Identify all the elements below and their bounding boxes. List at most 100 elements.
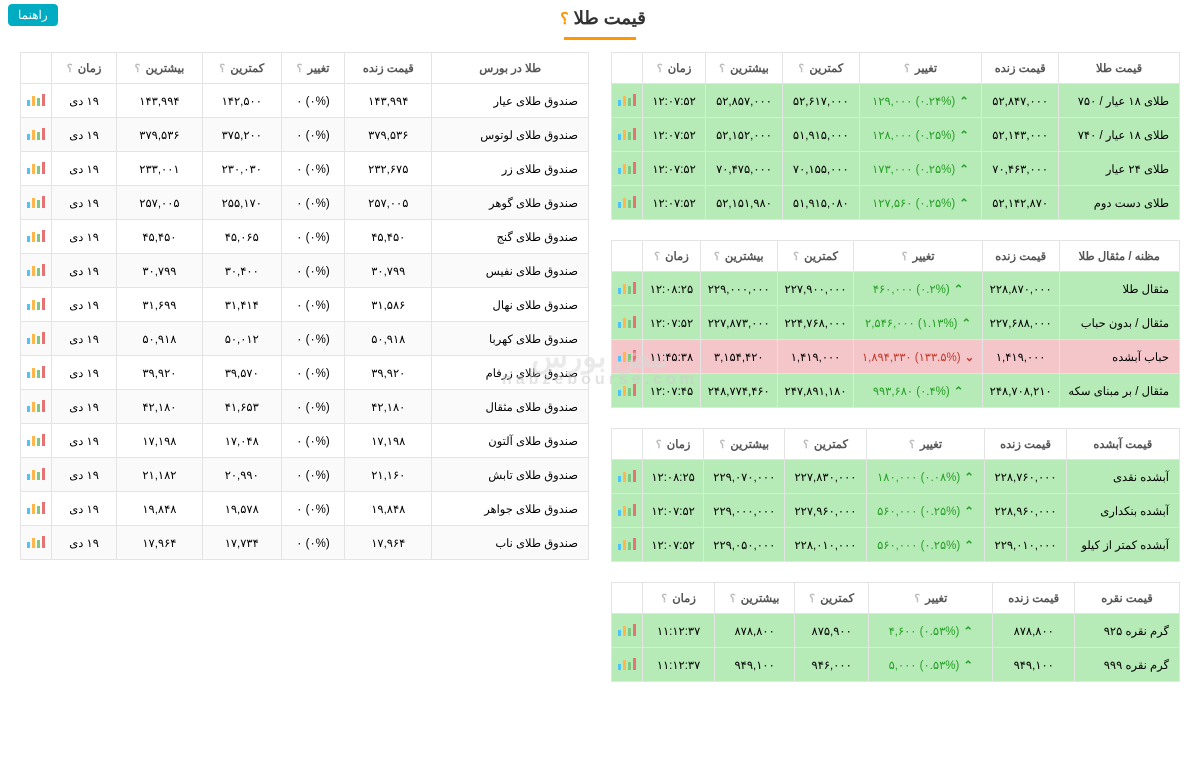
chart-icon[interactable] (27, 398, 45, 412)
chart-icon[interactable] (618, 280, 636, 294)
table-row[interactable]: گرم نقره ۹۲۵۸۷۸,۸۰۰(۰.۵۳%) ۴,۶۰۰۸۷۵,۹۰۰۸… (612, 614, 1180, 648)
table-row[interactable]: حباب آبشده۱,۴۱۹,۰۰۰(۱۳۳.۵%) ۱,۸۹۴,۳۳۰۱,۴… (612, 340, 1180, 374)
chart-icon[interactable] (618, 314, 636, 328)
chart-icon[interactable] (27, 228, 45, 242)
cell-chart (21, 220, 52, 254)
table-row[interactable]: صندوق طلای ناب۱۷,۹۶۴(۰%) ۰۱۷,۷۳۴۱۷,۹۶۴۱۹… (21, 526, 589, 560)
chart-icon[interactable] (618, 656, 636, 670)
table-row[interactable]: صندوق طلای لوتوس۳۷۹,۵۳۶(۰%) ۰۳۷۵,۲۰۰۳۷۹,… (21, 118, 589, 152)
col-price: قیمت زنده (993, 583, 1075, 614)
table-row[interactable]: طلای ۱۸ عیار / ۷۵۰۵۲,۸۴۷,۰۰۰(۰.۲۴%) ۱۲۹,… (612, 84, 1180, 118)
cell-price: ۴۵,۴۵۰ (345, 220, 432, 254)
chart-icon[interactable] (27, 466, 45, 480)
table-row[interactable]: صندوق طلای جواهر۱۹,۸۴۸(۰%) ۰۱۹,۵۷۸۱۹,۸۴۸… (21, 492, 589, 526)
chart-icon[interactable] (27, 126, 45, 140)
chart-icon[interactable] (27, 194, 45, 208)
help-icon[interactable]: ؟ (719, 63, 725, 75)
help-icon[interactable]: ؟ (793, 251, 799, 263)
help-icon[interactable]: ؟ (904, 63, 910, 75)
table-row[interactable]: صندوق طلای کهربا۵۰,۹۱۸(۰%) ۰۵۰,۰۱۲۵۰,۹۱۸… (21, 322, 589, 356)
col-high: بیشترین ؟ (715, 583, 795, 614)
chart-icon[interactable] (618, 92, 636, 106)
chart-icon[interactable] (27, 92, 45, 106)
cell-name: صندوق طلای کهربا (432, 322, 589, 356)
chart-icon[interactable] (27, 330, 45, 344)
table-row[interactable]: صندوق طلای عیار۱۴۳,۹۹۴(۰%) ۰۱۴۲,۵۰۰۱۴۳,۹… (21, 84, 589, 118)
chart-icon[interactable] (27, 160, 45, 174)
table-row[interactable]: مثقال / بدون حباب۲۲۷,۶۸۸,۰۰۰(۱.۱۳%) ۲,۵۴… (612, 306, 1180, 340)
table-row[interactable]: مثقال / بر مبنای سکه۲۴۸,۷۰۸,۲۱۰(۰.۴%) ۹۹… (612, 374, 1180, 408)
cell-high: ۲۲۹,۰۰۰,۰۰۰ (704, 494, 785, 528)
chart-icon[interactable] (618, 126, 636, 140)
table-row[interactable]: آبشده نقدی۲۲۸,۷۶۰,۰۰۰(۰.۰۸%) ۱۸۰,۰۰۰۲۲۷,… (612, 460, 1180, 494)
table-row[interactable]: صندوق طلای آلتون۱۷,۱۹۸(۰%) ۰۱۷,۰۴۸۱۷,۱۹۸… (21, 424, 589, 458)
table-row[interactable]: طلای ۱۸ عیار / ۷۴۰۵۲,۱۴۳,۰۰۰(۰.۲۵%) ۱۲۸,… (612, 118, 1180, 152)
chart-icon[interactable] (27, 534, 45, 548)
table-row[interactable]: صندوق طلای نهال۳۱,۵۸۶(۰%) ۰۳۱,۴۱۴۳۱,۶۹۹۱… (21, 288, 589, 322)
cell-time: ۱۲:۰۸:۲۵ (643, 460, 704, 494)
cell-chart (612, 460, 643, 494)
table-row[interactable]: صندوق طلای زر۲۳۲,۶۷۵(۰%) ۰۲۳۰,۰۳۰۲۳۳,۰۰۱… (21, 152, 589, 186)
cell-price: ۱۴۳,۹۹۴ (345, 84, 432, 118)
help-icon[interactable]: ؟ (661, 593, 667, 605)
help-icon[interactable]: ؟ (730, 593, 736, 605)
help-icon[interactable]: ؟ (809, 593, 815, 605)
help-icon[interactable]: ؟ (560, 11, 569, 28)
help-icon[interactable]: ؟ (657, 63, 663, 75)
chart-icon[interactable] (618, 382, 636, 396)
chart-icon[interactable] (618, 468, 636, 482)
cell-time: ۱۲:۰۷:۵۲ (643, 84, 706, 118)
table-row[interactable]: صندوق طلای زرفام۳۹,۹۲۰(۰%) ۰۳۹,۵۷۰۳۹,۹۲۰… (21, 356, 589, 390)
col-price: قیمت زنده (985, 429, 1066, 460)
help-button[interactable]: راهنما (8, 4, 58, 26)
chart-icon[interactable] (27, 262, 45, 276)
help-icon[interactable]: ؟ (296, 63, 302, 75)
chart-icon[interactable] (618, 502, 636, 516)
cell-name: طلای ۲۴ عیار (1059, 152, 1180, 186)
col-high: بیشترین ؟ (700, 241, 777, 272)
cell-time: ۱۹ دی (52, 356, 117, 390)
table-row[interactable]: صندوق طلای نفیس۳۰,۷۹۹(۰%) ۰۳۰,۴۰۰۳۰,۷۹۹۱… (21, 254, 589, 288)
help-icon[interactable]: ؟ (67, 63, 73, 75)
help-icon[interactable]: ؟ (656, 439, 662, 451)
help-icon[interactable]: ؟ (135, 63, 141, 75)
chart-icon[interactable] (618, 194, 636, 208)
chart-icon[interactable] (618, 160, 636, 174)
table-row[interactable]: صندوق طلای گوهر۲۵۷,۰۰۵(۰%) ۰۲۵۵,۱۷۰۲۵۷,۰… (21, 186, 589, 220)
table-row[interactable]: گرم نقره ۹۹۹۹۴۹,۱۰۰(۰.۵۳%) ۵,۰۰۰۹۴۶,۰۰۰۹… (612, 648, 1180, 682)
help-icon[interactable]: ؟ (909, 439, 915, 451)
chart-icon[interactable] (618, 536, 636, 550)
change-none: (۰%) ۰ (296, 266, 329, 278)
table-row[interactable]: صندوق طلای مثقال۴۲,۱۸۰(۰%) ۰۴۱,۶۵۳۴۲,۱۸۰… (21, 390, 589, 424)
table-row[interactable]: صندوق طلای گنج۴۵,۴۵۰(۰%) ۰۴۵,۰۶۵۴۵,۴۵۰۱۹… (21, 220, 589, 254)
help-icon[interactable]: ؟ (219, 63, 225, 75)
table-row[interactable]: طلای دست دوم۵۲,۱۴۲,۸۷۰(۰.۲۵%) ۱۲۷,۵۶۰۵۱,… (612, 186, 1180, 220)
cell-low: ۵۲,۶۱۷,۰۰۰ (782, 84, 859, 118)
table-row[interactable]: آبشده کمتر از کیلو۲۲۹,۰۱۰,۰۰۰(۰.۲۵%) ۵۶۰… (612, 528, 1180, 562)
cell-change: (۰%) ۰ (281, 118, 344, 152)
cell-name: صندوق طلای لوتوس (432, 118, 589, 152)
table-row[interactable]: آبشده بنکداری۲۲۸,۹۶۰,۰۰۰(۰.۲۵%) ۵۶۰,۰۰۰۲… (612, 494, 1180, 528)
col-time: زمان ؟ (643, 53, 706, 84)
help-icon[interactable]: ؟ (803, 439, 809, 451)
chart-icon[interactable] (618, 622, 636, 636)
help-icon[interactable]: ؟ (798, 63, 804, 75)
cell-price: ۲۳۲,۶۷۵ (345, 152, 432, 186)
cell-high: ۳۹,۹۲۰ (117, 356, 203, 390)
chart-icon[interactable] (27, 500, 45, 514)
chart-icon[interactable] (27, 432, 45, 446)
chart-icon[interactable] (27, 296, 45, 310)
table-row[interactable]: طلای ۲۴ عیار۷۰,۴۶۳,۰۰۰(۰.۲۵%) ۱۷۳,۰۰۰۷۰,… (612, 152, 1180, 186)
help-icon[interactable]: ؟ (719, 439, 725, 451)
chart-icon[interactable] (27, 364, 45, 378)
help-icon[interactable]: ؟ (902, 251, 908, 263)
help-icon[interactable]: ؟ (714, 251, 720, 263)
table-row[interactable]: مثقال طلا۲۲۸,۸۷۰,۰۰۰(۰.۲%) ۴۶۰,۰۰۰۲۲۷,۹۰… (612, 272, 1180, 306)
change-up: (۰.۴%) ۹۹۳,۶۸۰ (873, 386, 964, 398)
cell-high: ۳,۱۵۴,۴۲۰ (700, 340, 777, 374)
help-icon[interactable]: ؟ (654, 251, 660, 263)
help-icon[interactable]: ؟ (914, 593, 920, 605)
chart-icon[interactable] (618, 348, 636, 362)
cell-low: ۱۷,۷۳۴ (202, 526, 281, 560)
table-row[interactable]: صندوق طلای تابش۲۱,۱۶۰(۰%) ۰۲۰,۹۹۰۲۱,۱۸۲۱… (21, 458, 589, 492)
